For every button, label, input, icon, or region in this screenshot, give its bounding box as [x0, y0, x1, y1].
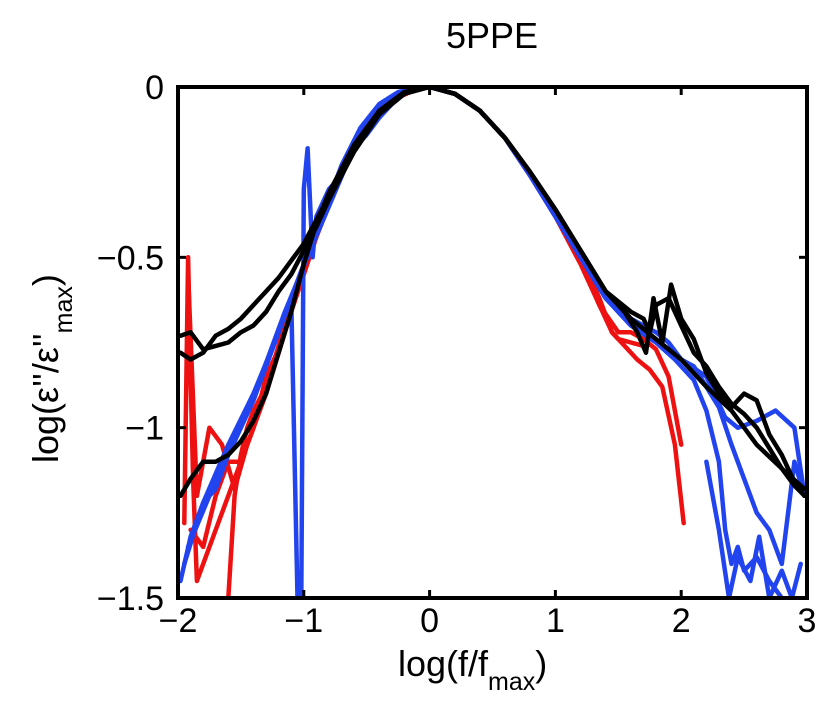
x-axis-label: log(f/fmax) — [398, 643, 547, 696]
y-tick-label: −1 — [125, 410, 164, 448]
y-axis-label-close: ) — [25, 274, 66, 286]
y-tick-label: −0.5 — [97, 239, 164, 277]
series-line-red-1 — [182, 87, 686, 584]
y-tick-label: −1.5 — [97, 580, 164, 618]
x-tick-label: 3 — [798, 602, 817, 640]
x-tick-label: 0 — [420, 602, 439, 640]
x-axis-ticks: −2 −1 0 1 2 3 — [159, 87, 817, 640]
y-axis-label-sub: max — [50, 286, 78, 334]
x-tick-label: −2 — [159, 602, 198, 640]
series-line-blue-4 — [704, 459, 803, 598]
y-axis-label: log(ε''/ε''max) — [25, 274, 78, 463]
y-axis-label-main: log(ε''/ε'' — [25, 333, 66, 463]
x-tick-label: 1 — [546, 602, 565, 640]
x-axis-label-main: log(f/f — [398, 643, 489, 684]
series-layer — [178, 87, 807, 598]
x-tick-label: 2 — [672, 602, 691, 640]
series-line-blue-3 — [185, 87, 807, 550]
y-tick-label: 0 — [145, 69, 164, 107]
chart-title: 5PPE — [446, 15, 538, 56]
y-axis-ticks: 0 −0.5 −1 −1.5 — [97, 69, 807, 618]
x-tick-label: −1 — [284, 602, 323, 640]
plot-frame — [176, 85, 809, 600]
series-line-black-3 — [178, 87, 807, 499]
x-axis-label-sub: max — [488, 668, 536, 696]
x-axis-label-close: ) — [535, 643, 547, 684]
